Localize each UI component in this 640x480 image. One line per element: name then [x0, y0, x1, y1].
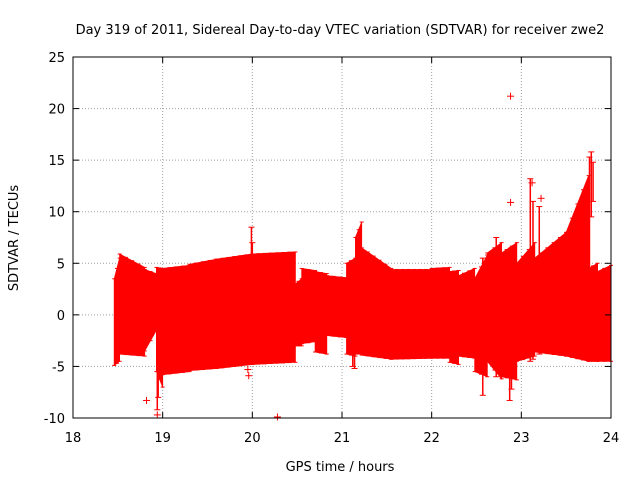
outlier-point — [143, 396, 151, 404]
y-tick-label: 5 — [57, 257, 65, 272]
y-tick-label: 10 — [48, 206, 65, 221]
x-axis-label: GPS time / hours — [286, 460, 395, 475]
error-bar-band — [314, 271, 328, 355]
error-bar-band — [326, 275, 347, 338]
x-tick-label: 19 — [154, 431, 171, 446]
outlier-point — [537, 194, 545, 202]
error-bar-band — [486, 241, 503, 380]
error-bar-band — [251, 251, 296, 365]
outlier-point — [244, 366, 252, 374]
y-tick-label: 25 — [48, 51, 65, 66]
series-sdtvar — [112, 92, 613, 421]
outlier-point — [507, 198, 515, 206]
error-bar-band — [516, 241, 536, 362]
error-bar-band — [301, 267, 316, 345]
y-tick-label: 20 — [48, 103, 65, 118]
x-tick-label: 23 — [513, 431, 530, 446]
error-bar-band — [474, 254, 488, 378]
x-axis-ticks: 18 19 20 21 22 23 24 — [65, 57, 620, 446]
error-bar-band — [565, 175, 589, 362]
outlier-point — [273, 413, 281, 421]
x-tick-label: 24 — [603, 431, 620, 446]
error-bar-band — [449, 270, 460, 365]
error-bar-band — [294, 277, 303, 347]
error-bar-band — [113, 257, 120, 367]
error-bar-band — [390, 269, 433, 360]
error-bar-band — [216, 253, 253, 369]
y-tick-label: -5 — [52, 360, 65, 375]
outlier-point — [245, 372, 253, 380]
y-tick-label: 0 — [57, 309, 65, 324]
y-axis-ticks: -10 -5 0 5 10 15 20 25 — [44, 51, 611, 427]
error-bar-band — [431, 266, 451, 359]
y-axis-label: SDTVAR / TECUs — [7, 185, 22, 292]
outlier-point — [153, 411, 161, 419]
error-bar-band — [144, 268, 157, 353]
y-tick-label: 15 — [48, 154, 65, 169]
x-tick-label: 18 — [65, 431, 82, 446]
x-tick-label: 20 — [244, 431, 261, 446]
error-bar-band — [162, 264, 191, 376]
outlier-point — [507, 92, 515, 100]
x-tick-label: 21 — [334, 431, 351, 446]
y-tick-label: -10 — [44, 412, 65, 427]
error-bar-band — [458, 267, 476, 359]
error-bar-band — [189, 258, 217, 372]
chart-title: Day 319 of 2011, Sidereal Day-to-day VTE… — [76, 23, 605, 38]
error-bar-band — [597, 264, 612, 362]
error-bar-band — [354, 221, 363, 355]
x-tick-label: 22 — [423, 431, 440, 446]
error-bar-band — [119, 253, 146, 357]
outlier-point — [528, 179, 536, 187]
